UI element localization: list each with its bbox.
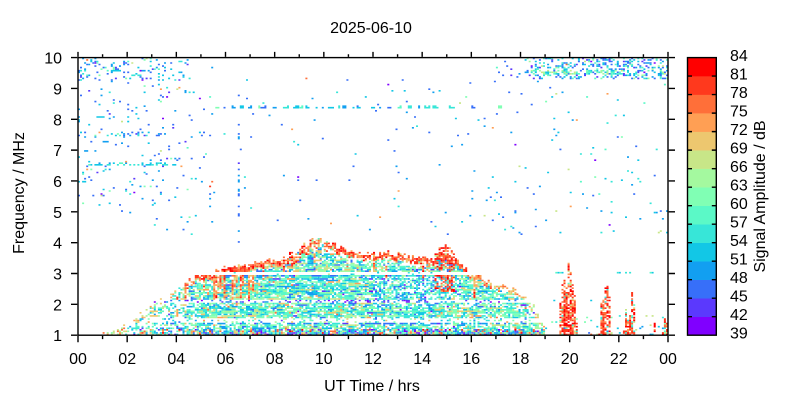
svg-text:08: 08 <box>266 351 284 368</box>
svg-text:00: 00 <box>69 351 87 368</box>
svg-text:20: 20 <box>561 351 579 368</box>
svg-text:04: 04 <box>167 351 185 368</box>
svg-text:6: 6 <box>53 174 62 191</box>
svg-text:00: 00 <box>659 351 677 368</box>
svg-text:8: 8 <box>53 112 62 129</box>
svg-text:45: 45 <box>730 289 748 306</box>
svg-text:10: 10 <box>44 51 62 68</box>
svg-text:54: 54 <box>730 233 748 250</box>
svg-text:69: 69 <box>730 141 748 158</box>
svg-text:12: 12 <box>364 351 382 368</box>
svg-text:02: 02 <box>118 351 136 368</box>
svg-text:10: 10 <box>315 351 333 368</box>
svg-text:2025-06-10: 2025-06-10 <box>330 20 412 37</box>
svg-text:14: 14 <box>413 351 431 368</box>
svg-text:2: 2 <box>53 297 62 314</box>
svg-text:51: 51 <box>730 252 748 269</box>
svg-text:06: 06 <box>217 351 235 368</box>
svg-text:UT Time / hrs: UT Time / hrs <box>324 378 420 395</box>
svg-text:4: 4 <box>53 236 62 253</box>
svg-text:1: 1 <box>53 328 62 345</box>
svg-text:22: 22 <box>610 351 628 368</box>
svg-text:16: 16 <box>462 351 480 368</box>
svg-text:78: 78 <box>730 85 748 102</box>
svg-text:66: 66 <box>730 159 748 176</box>
svg-text:72: 72 <box>730 122 748 139</box>
svg-text:Signal Amplitude / dB: Signal Amplitude / dB <box>752 120 769 272</box>
svg-text:84: 84 <box>730 48 748 65</box>
svg-text:9: 9 <box>53 81 62 98</box>
svg-text:Frequency / MHz: Frequency / MHz <box>11 132 28 254</box>
svg-text:57: 57 <box>730 215 748 232</box>
svg-text:42: 42 <box>730 307 748 324</box>
svg-text:5: 5 <box>53 205 62 222</box>
svg-text:39: 39 <box>730 326 748 343</box>
svg-text:18: 18 <box>512 351 530 368</box>
svg-text:75: 75 <box>730 104 748 121</box>
svg-text:7: 7 <box>53 143 62 160</box>
svg-text:81: 81 <box>730 67 748 84</box>
svg-text:60: 60 <box>730 196 748 213</box>
svg-text:63: 63 <box>730 178 748 195</box>
svg-text:48: 48 <box>730 270 748 287</box>
svg-text:3: 3 <box>53 267 62 284</box>
